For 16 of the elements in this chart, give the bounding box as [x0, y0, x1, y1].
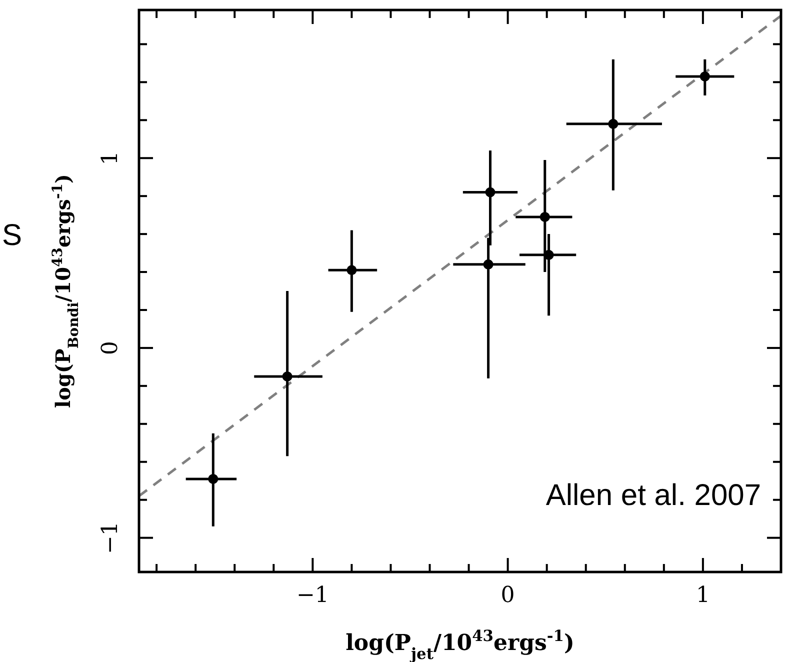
text: S: [2, 219, 22, 252]
y-tick-label: 0: [98, 340, 123, 355]
point: [608, 118, 618, 129]
y-tick-label: −1: [98, 522, 123, 554]
x-tick-label: 0: [500, 583, 515, 608]
y-tick-label: 1: [98, 151, 123, 166]
x-tick-label: 1: [696, 583, 710, 608]
point: [208, 474, 218, 484]
point: [540, 212, 550, 222]
point: [700, 71, 710, 82]
point: [282, 371, 292, 382]
point: [483, 259, 494, 270]
annotation: Allen et al. 2007: [546, 479, 761, 512]
point: [485, 187, 496, 198]
point: [346, 265, 357, 276]
x-tick-label: −1: [296, 583, 329, 608]
